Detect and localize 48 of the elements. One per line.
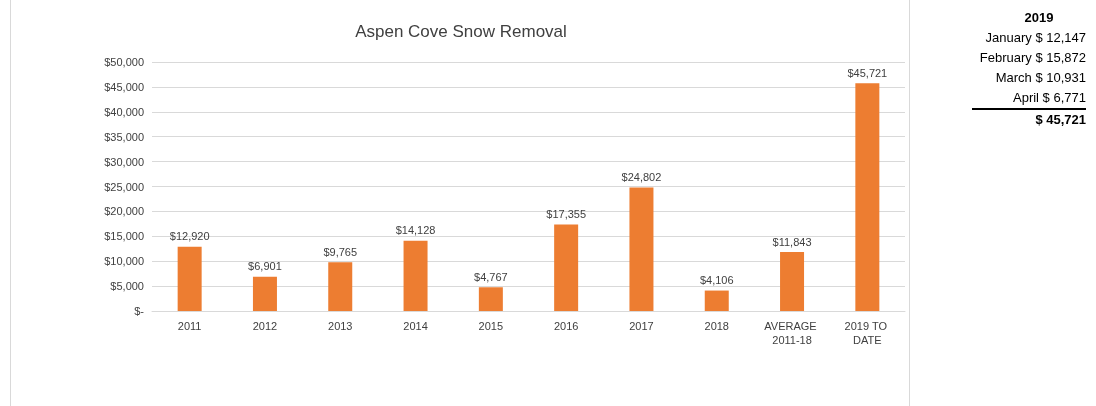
data-label: $24,802: [621, 170, 662, 183]
text: March $ 10,931: [994, 69, 1086, 87]
y-tick-label: $5,000: [110, 280, 144, 293]
x-tick-label: 2018: [704, 320, 729, 332]
x-tick-label: 2017: [629, 320, 654, 332]
x-tick-label: 2013: [328, 320, 353, 332]
data-label: $12,920: [169, 230, 210, 243]
y-tick-label: $-: [134, 305, 145, 317]
data-label: $17,355: [546, 208, 587, 221]
bar: [704, 290, 729, 311]
text: January $ 12,147: [984, 29, 1086, 47]
y-tick-label: $20,000: [104, 205, 144, 218]
x-tick-label: AVERAGE 2011-18: [764, 320, 820, 346]
x-tick-label: 2011: [177, 320, 202, 332]
y-tick-label: $45,000: [104, 80, 144, 93]
x-tick-label: 2012: [252, 320, 278, 332]
bar: [554, 224, 579, 311]
bar: [478, 287, 503, 311]
y-tick-label: $25,000: [104, 180, 144, 193]
bar: [855, 83, 880, 311]
y-tick-label: $35,000: [104, 130, 144, 143]
data-label: $6,901: [248, 260, 282, 273]
chart-title: Aspen Cove Snow Removal: [355, 22, 567, 41]
bar: [328, 262, 353, 311]
x-tick-label: 2016: [553, 320, 579, 332]
data-label: $45,721: [847, 66, 888, 79]
y-tick-label: $15,000: [104, 230, 144, 243]
bar: [780, 252, 805, 311]
text: $ 45,721: [972, 108, 1086, 130]
y-tick-label: $50,000: [104, 56, 144, 68]
x-tick-label: 2014: [403, 320, 428, 332]
text: 2019: [1023, 9, 1055, 27]
text: April $ 6,771: [1012, 89, 1086, 107]
y-tick-label: $40,000: [104, 105, 144, 118]
data-label: $4,106: [699, 274, 734, 287]
data-label: $9,765: [323, 245, 358, 258]
bar: [252, 276, 277, 311]
x-tick-label: 2019 TO DATE: [844, 320, 891, 346]
y-tick-label: $10,000: [104, 255, 144, 268]
bar: [177, 246, 202, 311]
x-tick-label: 2015: [478, 320, 504, 332]
bar: [629, 187, 654, 311]
data-label: $14,128: [395, 224, 436, 237]
data-label: $4,767: [474, 270, 508, 283]
data-label: $11,843: [772, 235, 812, 248]
bar: [403, 240, 428, 311]
y-tick-label: $30,000: [104, 155, 144, 168]
text: February $ 15,872: [978, 49, 1086, 67]
